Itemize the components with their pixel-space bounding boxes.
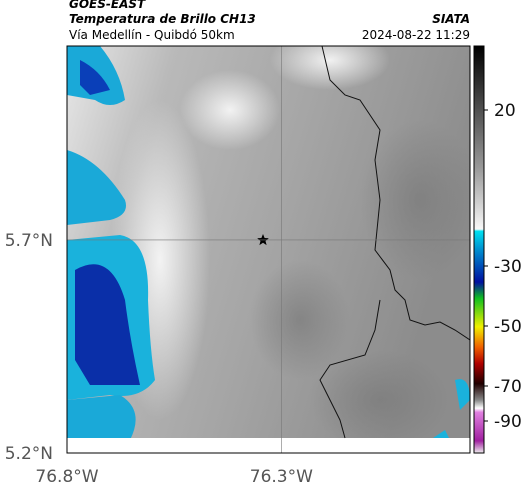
subtitle: Temperatura de Brillo CH13 bbox=[69, 12, 256, 26]
map-frame bbox=[66, 45, 471, 454]
satellite-image bbox=[67, 46, 470, 453]
colorbar-tick-label: 20 bbox=[494, 101, 516, 121]
y-tick-label: 5.7°N bbox=[5, 231, 53, 251]
title: GOES-EAST bbox=[69, 0, 146, 11]
colorbar bbox=[473, 45, 485, 454]
location: Vía Medellín - Quibdó 50km bbox=[69, 28, 235, 42]
x-tick-label: 76.8°W bbox=[35, 467, 98, 487]
source: SIATA bbox=[432, 12, 470, 26]
x-tick-label: 76.3°W bbox=[250, 467, 313, 487]
colorbar-tick-label: -90 bbox=[494, 412, 522, 432]
colorbar-tick-label: -30 bbox=[494, 257, 522, 277]
y-tick-label: 5.2°N bbox=[5, 444, 53, 464]
colorbar-tick-label: -50 bbox=[494, 317, 522, 337]
datetime: 2024-08-22 11:29 bbox=[362, 28, 470, 42]
colorbar-tick-label: -70 bbox=[494, 377, 522, 397]
borders bbox=[319, 46, 470, 439]
location-marker bbox=[257, 234, 269, 246]
